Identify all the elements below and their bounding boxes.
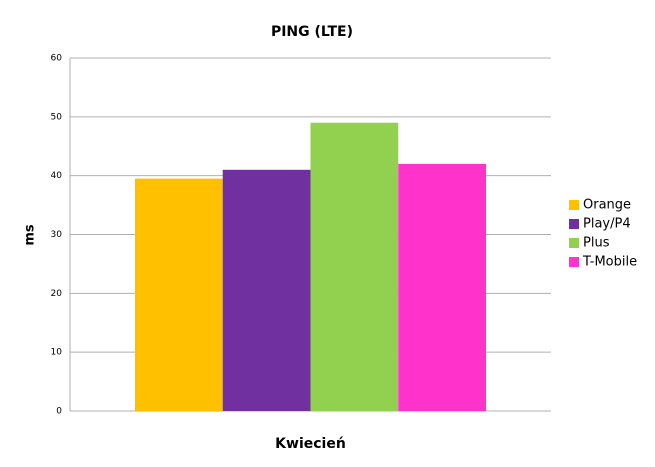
y-tick-label: 60 (51, 54, 63, 64)
bar (310, 122, 399, 411)
legend-label: Play/P4 (583, 217, 631, 232)
bar (222, 169, 311, 411)
legend-swatch (569, 238, 579, 248)
x-tick-label: Kwiecień (275, 436, 346, 452)
legend-label: Plus (583, 236, 610, 251)
legend-swatch (569, 219, 579, 229)
y-tick-label: 40 (51, 171, 63, 181)
chart-title: PING (LTE) (271, 24, 353, 40)
y-tick-label: 0 (56, 407, 62, 417)
legend-swatch (569, 257, 579, 267)
y-axis-label: ms (23, 224, 38, 246)
bar (398, 163, 487, 411)
legend-label: Orange (583, 198, 631, 213)
y-tick-label: 30 (51, 230, 63, 240)
legend-label: T-Mobile (582, 255, 637, 270)
legend-swatch (569, 200, 579, 210)
y-tick-label: 10 (51, 348, 63, 358)
y-tick-label: 20 (51, 289, 63, 299)
bar (134, 178, 223, 411)
y-tick-label: 50 (51, 112, 63, 122)
